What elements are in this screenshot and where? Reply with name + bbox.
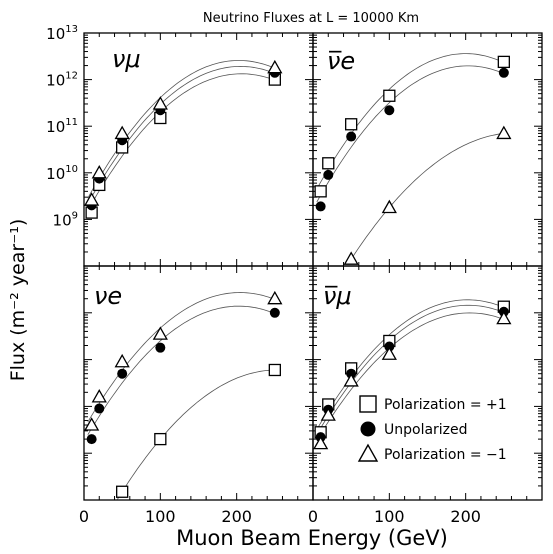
fit-curve-triangle [87,292,275,423]
legend-entry-circle: Unpolarized [360,421,468,438]
point-square [116,485,129,498]
x-tick-label: 200 [221,507,252,526]
panel-top-right: ν̅e [312,32,543,267]
fit-curve-circle [316,304,504,435]
x-axis-label: Muon Beam Energy (GeV) [176,526,448,550]
point-triangle [267,290,283,305]
point-triangle [152,96,168,110]
point-circle [323,169,334,180]
point-triangle [84,192,100,206]
point-triangle [114,353,130,368]
legend-label: Polarization = −1 [384,447,507,463]
panel-top-left: νμ 109 1010 1011 1012 1013 [46,24,314,267]
point-circle [86,434,97,445]
legend-label: Unpolarized [384,422,468,438]
point-square [497,55,510,69]
point-square [154,432,167,446]
x-tick-label: 100 [145,507,176,526]
legend: Polarization = +1 Unpolarized Polarization… [357,395,507,463]
point-circle [269,307,280,318]
fit-curve-triangle [316,312,504,441]
fit-curve-triangle [348,133,504,263]
legend-entry-square: Polarization = +1 [359,395,507,413]
point-triangle [152,326,168,340]
legend-entry-triangle: Polarization = −1 [357,443,507,463]
point-triangle [496,125,512,140]
point-triangle [496,310,512,325]
point-square [383,89,396,102]
x-tick-label: 200 [450,507,481,526]
panel-label: ν̅e [327,47,355,75]
x-tick-label: 0 [308,507,318,526]
y-tick-label: 1013 [46,24,78,43]
point-triangle [381,199,397,214]
point-triangle [313,435,329,450]
panel-label: νμ [112,45,141,73]
legend-square-marker [359,395,377,413]
x-tick-label: 100 [374,507,405,526]
fit-curve-square [87,73,275,211]
point-triangle [381,346,397,360]
y-tick-label: 1010 [46,164,78,183]
legend-circle-marker [360,421,376,437]
point-circle [315,201,326,212]
point-triangle [343,251,359,265]
x-tick-label: 0 [79,507,89,526]
fit-curve-square [117,369,275,500]
point-triangle [84,417,100,431]
point-square [322,157,335,170]
y-axis-label: Flux (m⁻² year⁻¹) [7,219,29,382]
point-circle [94,403,105,414]
point-circle [498,67,509,78]
fit-curve-circle [87,305,275,436]
point-triangle [267,59,283,74]
legend-triangle-marker [357,443,379,462]
point-circle [117,368,128,379]
point-circle [384,105,395,116]
y-tick-label: 109 [53,210,78,229]
point-triangle [91,389,107,403]
point-triangle [320,407,336,421]
panel-bottom-left: νe 0 100 200 [79,265,314,526]
chart-title: Neutrino Fluxes at L = 10000 Km [203,11,419,26]
point-square [345,118,358,131]
fit-curve-circle [316,65,504,203]
panel-label: ν̅μ [323,282,352,310]
point-square [314,185,327,198]
y-tick-label: 1011 [46,117,78,136]
point-circle [155,342,166,353]
y-tick-label: 1012 [46,71,78,90]
point-triangle [343,373,359,387]
panel-frame [312,265,543,501]
fit-curve-circle [87,65,275,204]
panels: νμ 109 1010 1011 1012 1013 ν̅e νe 0 100 200 ν̅μ 0 100… [46,24,543,526]
point-triangle [91,164,107,179]
point-square [268,363,281,377]
panel-label: νe [94,282,122,310]
legend-label: Polarization = +1 [384,397,507,413]
point-triangle [114,125,130,140]
panel-bottom-right: ν̅μ 0 100 200 [308,265,543,526]
point-circle [346,131,357,142]
fit-curve-triangle [87,60,275,199]
